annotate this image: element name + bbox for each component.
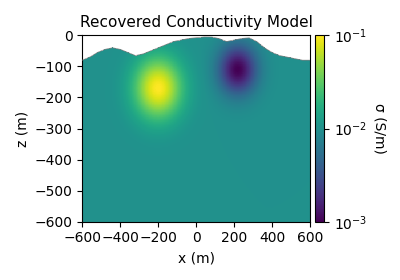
- Y-axis label: σ (S/m): σ (S/m): [372, 103, 386, 154]
- Title: Recovered Conductivity Model: Recovered Conductivity Model: [80, 15, 312, 30]
- X-axis label: x (m): x (m): [178, 251, 214, 265]
- Y-axis label: z (m): z (m): [15, 111, 29, 147]
